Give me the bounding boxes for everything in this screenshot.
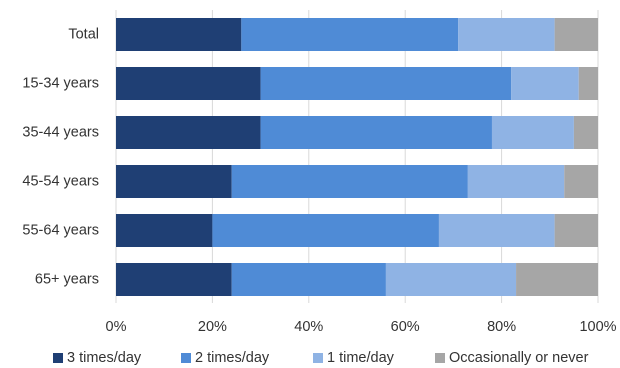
bar-segment	[231, 165, 468, 198]
legend-swatch	[53, 353, 63, 363]
x-tick-label: 80%	[487, 319, 516, 335]
bar-segment	[573, 116, 598, 149]
category-label: 55-64 years	[22, 223, 99, 239]
bar-segment	[516, 263, 598, 296]
legend-label: 2 times/day	[195, 350, 270, 366]
bar-segment	[554, 214, 598, 247]
bar-segment	[578, 67, 598, 100]
bars	[116, 18, 598, 296]
bar-segment	[260, 67, 512, 100]
bar-segment	[467, 165, 565, 198]
bar-segment	[116, 214, 213, 247]
bar-segment	[564, 165, 598, 198]
x-tick-label: 60%	[391, 319, 420, 335]
bar-segment	[438, 214, 555, 247]
bar-segment	[554, 18, 598, 51]
legend-label: 1 time/day	[327, 350, 395, 366]
x-tick-label: 20%	[198, 319, 227, 335]
x-tick-labels: 0% 20% 40% 60% 80% 100%	[106, 319, 617, 335]
bar-segment	[458, 18, 555, 51]
legend-label: 3 times/day	[67, 350, 142, 366]
bar-segment	[511, 67, 579, 100]
bar-segment	[212, 214, 439, 247]
bar-segment	[491, 116, 574, 149]
x-tick-label: 100%	[579, 319, 616, 335]
legend-label: Occasionally or never	[449, 350, 589, 366]
gridlines	[115, 10, 599, 303]
bar-segment	[116, 67, 261, 100]
bar-segment	[385, 263, 517, 296]
category-labels: Total 15-34 years 35-44 years 45-54 years 55…	[22, 27, 99, 288]
bar-segment	[116, 116, 261, 149]
legend-swatch	[435, 353, 445, 363]
bar-segment	[260, 116, 492, 149]
bar-segment	[116, 18, 242, 51]
legend-swatch	[181, 353, 191, 363]
legend-swatch	[313, 353, 323, 363]
category-label: 45-54 years	[22, 174, 99, 190]
bar-segment	[116, 263, 232, 296]
bar-segment	[116, 165, 232, 198]
bar-segment	[231, 263, 386, 296]
bar-segment	[241, 18, 459, 51]
legend: 3 times/day 2 times/day 1 time/day Occasion…	[53, 350, 589, 366]
category-label: 15-34 years	[22, 76, 99, 92]
category-label: 65+ years	[35, 272, 99, 288]
x-tick-label: 40%	[294, 319, 323, 335]
x-tick-label: 0%	[106, 319, 127, 335]
category-label: Total	[68, 27, 99, 43]
category-label: 35-44 years	[22, 125, 99, 141]
